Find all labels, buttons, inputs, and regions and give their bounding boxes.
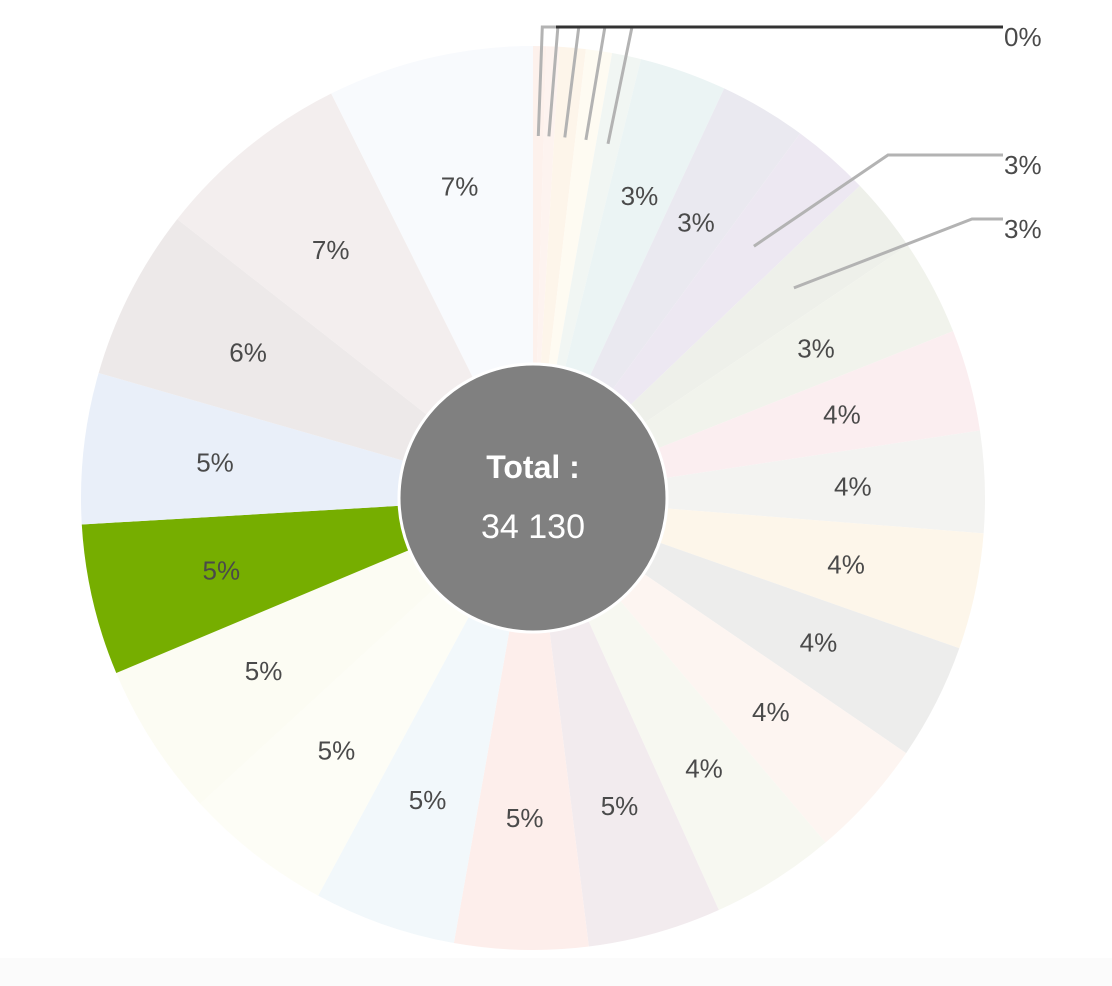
slice-label-13: 4% — [800, 628, 838, 658]
center-title: Total : — [486, 449, 580, 485]
slice-label-20: 5% — [245, 656, 283, 686]
slice-label-10: 4% — [823, 400, 861, 430]
slice-label-0: 0% — [1004, 22, 1042, 52]
center-disc-group: Total : 34 130 — [397, 362, 669, 634]
slice-label-7: 3% — [1004, 150, 1042, 180]
slice-label-15: 4% — [685, 754, 723, 784]
footer-band — [0, 958, 1112, 986]
slice-11[interactable] — [533, 430, 986, 534]
slice-label-16: 5% — [601, 791, 639, 821]
slice-label-18: 5% — [409, 785, 447, 815]
slice-label-22: 5% — [196, 448, 234, 478]
center-disc — [397, 362, 669, 634]
leader-line-7 — [753, 153, 1003, 248]
slice-label-8: 3% — [1004, 214, 1042, 244]
leader-lines-group — [536, 25, 1003, 290]
slice-label-6: 3% — [677, 208, 715, 238]
slice-label-25: 7% — [441, 172, 479, 202]
slice-label-19: 5% — [318, 736, 356, 766]
slice-label-24: 7% — [312, 235, 350, 265]
slice-label-21: 5% — [203, 555, 241, 585]
slice-17[interactable] — [453, 498, 589, 951]
slice-label-11: 4% — [834, 472, 872, 502]
slice-label-23: 6% — [229, 337, 267, 367]
slice-label-14: 4% — [752, 697, 790, 727]
labels-group: 0% 3% 3% 3% 3% 3% 4% 4% 4% 4% 4% 4% 5% 5% 5% 5% 5% 5% 5% 6%… — [196, 22, 1041, 833]
center-value: 34 130 — [481, 508, 585, 546]
slice-label-5: 3% — [621, 181, 659, 211]
slice-label-12: 4% — [827, 549, 865, 579]
slice-label-9: 3% — [797, 334, 835, 364]
leader-line-8 — [793, 217, 1003, 290]
slice-label-17: 5% — [506, 803, 544, 833]
